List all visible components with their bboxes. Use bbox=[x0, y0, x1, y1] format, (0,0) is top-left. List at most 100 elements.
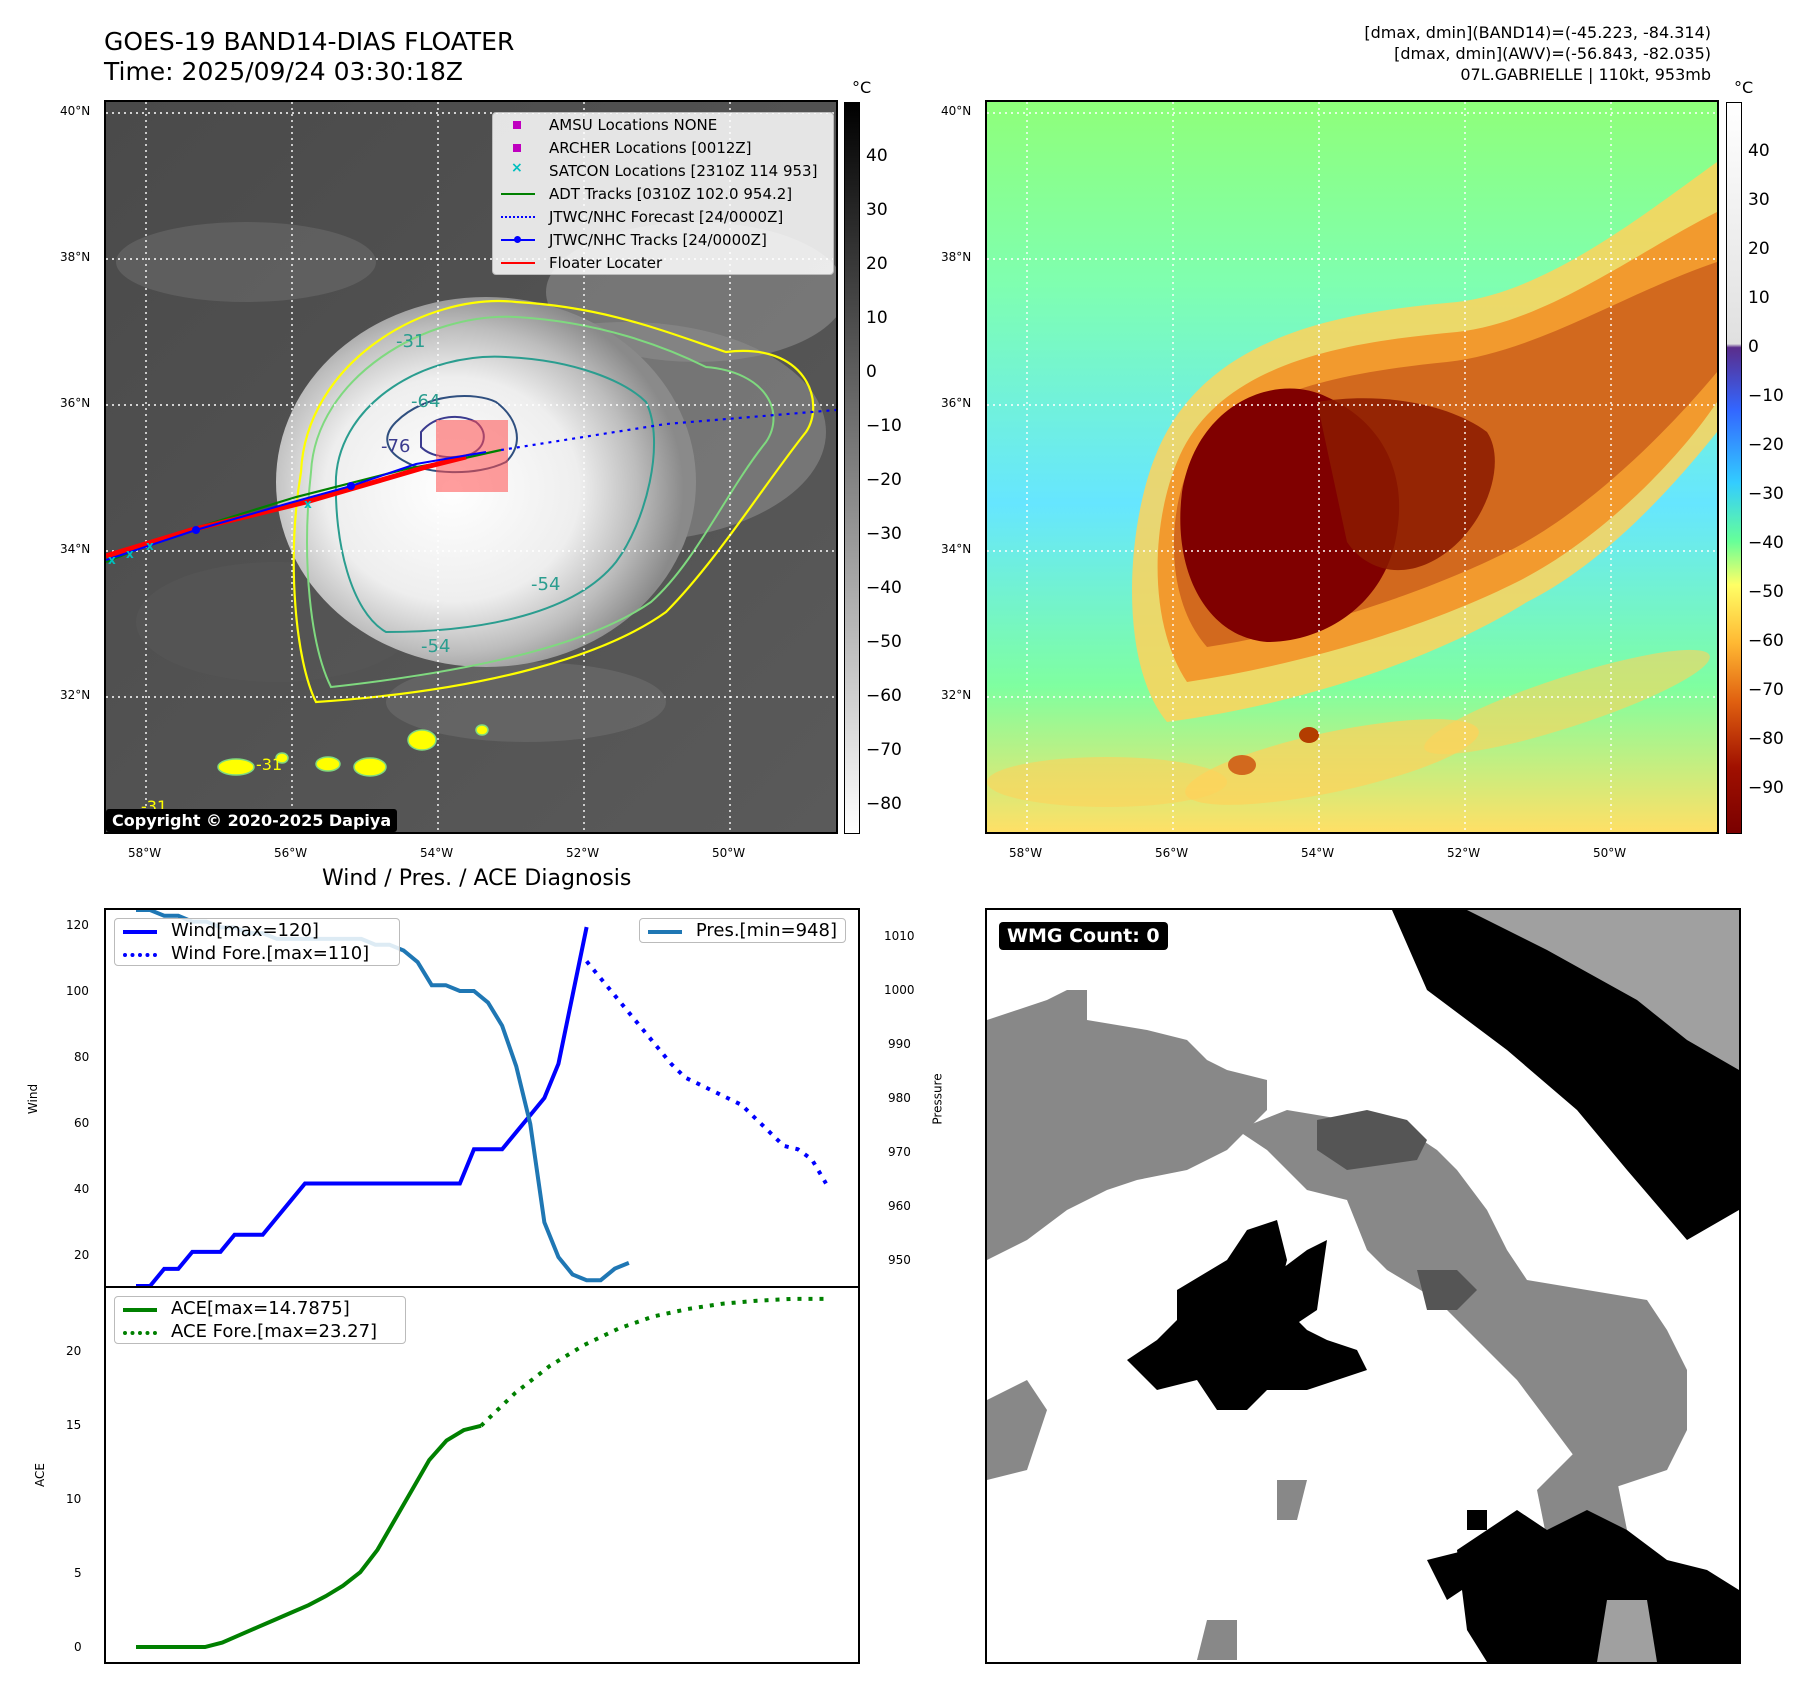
awv-cbar-tick: −30 bbox=[1748, 484, 1784, 504]
awv-cbar-tick: −10 bbox=[1748, 386, 1784, 406]
wind-pres-panel: Wind[max=120] Wind Fore.[max=110] Pres.[… bbox=[104, 908, 860, 1288]
info-storm: 07L.GABRIELLE | 110kt, 953mb bbox=[1460, 65, 1711, 84]
awv-cbar-tick: −80 bbox=[1748, 729, 1784, 749]
awv-lon-tick: 50°W bbox=[1593, 846, 1627, 860]
ace-panel: ACE[max=14.7875] ACE Fore.[max=23.27] bbox=[104, 1286, 860, 1664]
wmg-panel: WMG Count: 0 bbox=[985, 908, 1741, 1664]
awv-cbar-tick: −40 bbox=[1748, 533, 1784, 553]
floater-track bbox=[106, 454, 467, 559]
info-awv: [dmax, dmin](AWV)=(-56.843, -82.035) bbox=[1394, 44, 1711, 63]
contour-label: -64 bbox=[411, 391, 440, 412]
wind-legend: Wind[max=120] Wind Fore.[max=110] bbox=[114, 918, 400, 966]
jtwc-forecast bbox=[500, 408, 836, 452]
ir-cbar-tick: 30 bbox=[866, 200, 888, 220]
awv-cbar-tick: 10 bbox=[1748, 288, 1770, 308]
ir-lat-tick: 34°N bbox=[60, 542, 91, 556]
ir-lon-tick: 54°W bbox=[420, 846, 454, 860]
awv-lat-tick: 34°N bbox=[941, 542, 972, 556]
wind-tick: 80 bbox=[74, 1050, 90, 1064]
wind-tick: 120 bbox=[66, 918, 89, 932]
awv-lat-tick: 40°N bbox=[941, 104, 972, 118]
jtwc-track bbox=[106, 451, 487, 561]
ir-cbar-tick: −60 bbox=[866, 686, 902, 706]
time-stamp: Time: 2025/09/24 03:30:18Z bbox=[104, 57, 463, 86]
ace-tick: 5 bbox=[74, 1566, 82, 1580]
pres-tick: 1000 bbox=[884, 983, 915, 997]
legend-jtwc-forecast: JTWC/NHC Forecast [24/0000Z] bbox=[493, 205, 833, 228]
ace-tick: 20 bbox=[66, 1344, 82, 1358]
legend-adt: ADT Tracks [0310Z 102.0 954.2] bbox=[493, 182, 833, 205]
awv-cbar-tick: 20 bbox=[1748, 239, 1770, 259]
legend-wind-fore: Wind Fore.[max=110] bbox=[115, 942, 399, 965]
awv-lon-tick: 52°W bbox=[1447, 846, 1481, 860]
ir-cbar-tick: 0 bbox=[866, 362, 877, 382]
legend-archer: ARCHER Locations [0012Z] bbox=[493, 136, 833, 159]
ir-cbar-tick: −40 bbox=[866, 578, 902, 598]
pres-tick: 960 bbox=[888, 1199, 911, 1213]
awv-cbar-tick: 40 bbox=[1748, 141, 1770, 161]
awv-lat-tick: 36°N bbox=[941, 396, 972, 410]
ir-lon-tick: 56°W bbox=[274, 846, 308, 860]
ir-lat-tick: 32°N bbox=[60, 688, 91, 702]
awv-lat-tick: 38°N bbox=[941, 250, 972, 264]
ir-lon-tick: 50°W bbox=[712, 846, 746, 860]
page-title: GOES-19 BAND14-DIAS FLOATER bbox=[104, 27, 515, 56]
awv-lon-tick: 54°W bbox=[1301, 846, 1335, 860]
legend-satcon: × SATCON Locations [2310Z 114 953] bbox=[511, 159, 818, 180]
ir-colorbar bbox=[844, 102, 860, 834]
ir-legend: AMSU Locations NONE ARCHER Locations [00… bbox=[492, 112, 834, 275]
ace-legend: ACE[max=14.7875] ACE Fore.[max=23.27] bbox=[114, 1296, 406, 1344]
awv-cbar-tick: −70 bbox=[1748, 680, 1784, 700]
awv-cbar-tick: 0 bbox=[1748, 337, 1759, 357]
diagnosis-title: Wind / Pres. / ACE Diagnosis bbox=[322, 866, 632, 891]
awv-colorbar-unit: °C bbox=[1734, 78, 1754, 97]
contour-label: -31 bbox=[256, 755, 282, 774]
ace-tick: 0 bbox=[74, 1640, 82, 1654]
pres-tick: 980 bbox=[888, 1091, 911, 1105]
pres-legend: Pres.[min=948] bbox=[638, 918, 846, 943]
pres-tick: 990 bbox=[888, 1037, 911, 1051]
awv-map-svg bbox=[987, 102, 1717, 832]
info-block: [dmax, dmin](BAND14)=(-45.223, -84.314) … bbox=[1364, 22, 1711, 85]
awv-cbar-tick: −20 bbox=[1748, 435, 1784, 455]
contour-label: -54 bbox=[531, 574, 560, 595]
awv-lon-tick: 56°W bbox=[1155, 846, 1189, 860]
legend-jtwc-tracks: JTWC/NHC Tracks [24/0000Z] bbox=[493, 228, 833, 251]
ace-ylabel: ACE bbox=[32, 1463, 47, 1487]
awv-cbar-tick: −90 bbox=[1748, 778, 1784, 798]
ir-cbar-tick: −10 bbox=[866, 416, 902, 436]
legend-pres: Pres.[min=948] bbox=[640, 919, 845, 942]
wind-pres-svg bbox=[136, 910, 828, 1286]
wind-line bbox=[136, 926, 589, 1286]
legend-ace: ACE[max=14.7875] bbox=[115, 1297, 405, 1320]
ace-tick: 15 bbox=[66, 1418, 82, 1432]
svg-text:x: x bbox=[108, 553, 116, 567]
pres-tick: 970 bbox=[888, 1145, 911, 1159]
legend-floater: Floater Locater bbox=[493, 251, 833, 274]
svg-text:x: x bbox=[126, 547, 134, 561]
ir-cbar-tick: −80 bbox=[866, 794, 902, 814]
wind-tick: 20 bbox=[74, 1248, 90, 1262]
awv-cbar-tick: −50 bbox=[1748, 582, 1784, 602]
contour-label: -76 bbox=[381, 436, 410, 457]
ace-forecast-line bbox=[479, 1296, 826, 1428]
ir-cbar-tick: −20 bbox=[866, 470, 902, 490]
awv-map-panel bbox=[985, 100, 1719, 834]
awv-cbar-tick: −60 bbox=[1748, 631, 1784, 651]
svg-text:x: x bbox=[146, 539, 154, 553]
ir-cbar-tick: −70 bbox=[866, 740, 902, 760]
contour-label: -31 bbox=[396, 331, 425, 352]
wind-tick: 100 bbox=[66, 984, 89, 998]
ir-cbar-tick: 40 bbox=[866, 146, 888, 166]
ir-lat-tick: 38°N bbox=[60, 250, 91, 264]
ace-svg bbox=[136, 1296, 826, 1650]
svg-text:x: x bbox=[304, 497, 312, 511]
copyright-badge: Copyright © 2020-2025 Dapiya bbox=[106, 809, 398, 832]
pres-ylabel: Pressure bbox=[930, 1073, 945, 1125]
info-band14: [dmax, dmin](BAND14)=(-45.223, -84.314) bbox=[1364, 23, 1711, 42]
wmg-svg bbox=[987, 910, 1739, 1662]
legend-wind: Wind[max=120] bbox=[115, 919, 399, 942]
ir-cbar-tick: −30 bbox=[866, 524, 902, 544]
contour-label: -54 bbox=[421, 636, 450, 657]
